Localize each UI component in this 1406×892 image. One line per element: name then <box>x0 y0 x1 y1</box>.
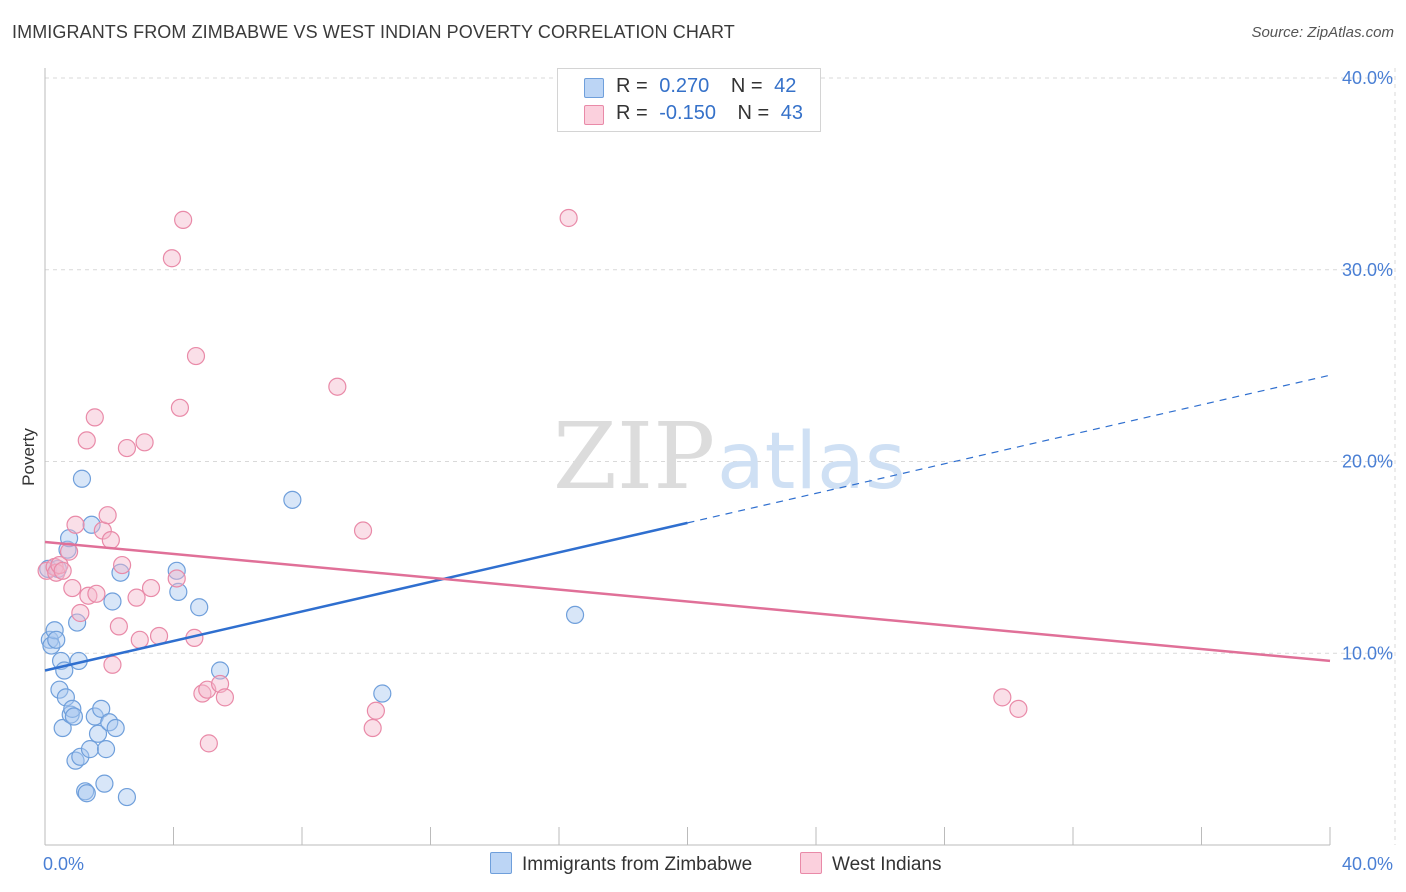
data-point-zimbabwe <box>95 774 114 793</box>
data-point-zimbabwe <box>64 707 84 726</box>
legend-swatch-pink <box>800 852 822 874</box>
axes <box>44 68 1331 846</box>
data-point-west-indians <box>135 433 154 452</box>
data-point-zimbabwe <box>71 747 90 766</box>
trendlines <box>44 374 1331 672</box>
data-points <box>37 208 1028 807</box>
data-point-west-indians <box>215 688 234 707</box>
data-point-zimbabwe <box>373 684 392 703</box>
data-point-west-indians <box>50 555 69 575</box>
data-point-west-indians <box>363 718 382 738</box>
data-point-zimbabwe <box>167 561 186 580</box>
legend-label-zimbabwe: Immigrants from Zimbabwe <box>522 854 753 875</box>
data-point-zimbabwe <box>92 699 111 718</box>
data-point-zimbabwe <box>283 490 302 509</box>
tick-labels: 10.0% 20.0% 30.0% 40.0% 0.0% 40.0% <box>43 68 1393 874</box>
data-point-zimbabwe <box>82 515 101 534</box>
data-point-west-indians <box>66 515 85 534</box>
data-point-west-indians <box>63 578 82 598</box>
y-tick-label: 30.0% <box>1342 260 1393 280</box>
x-tick-label: 40.0% <box>1342 854 1393 874</box>
data-point-west-indians <box>103 655 122 674</box>
y-tick-label: 10.0% <box>1342 643 1393 663</box>
legend-swatch-pink <box>584 105 604 125</box>
legend-r-label: R = <box>616 102 648 124</box>
stats-legend: R = 0.270 N = 42 R = -0.150 N = 43 <box>557 68 821 132</box>
legend-label-west-indians: West Indians <box>832 854 942 875</box>
data-point-zimbabwe <box>80 740 100 759</box>
legend-text-zimbabwe: R = 0.270 N = 42 <box>616 75 796 98</box>
data-point-west-indians <box>162 249 181 268</box>
source-label: Source: ZipAtlas.com <box>1251 24 1394 41</box>
data-point-zimbabwe <box>56 688 75 707</box>
legend-item-zimbabwe: Immigrants from Zimbabwe <box>490 852 752 876</box>
data-point-zimbabwe <box>210 661 230 680</box>
data-point-west-indians <box>98 506 117 525</box>
data-point-west-indians <box>112 555 132 575</box>
data-point-west-indians <box>210 674 230 694</box>
data-point-west-indians <box>101 531 120 550</box>
trendline-zimbabwe <box>44 521 688 672</box>
data-point-west-indians <box>77 431 96 450</box>
data-point-west-indians <box>993 688 1012 707</box>
legend-n-label: N = <box>730 75 763 97</box>
data-point-west-indians <box>127 588 146 607</box>
data-point-west-indians <box>1009 699 1028 718</box>
trendline-zimbabwe-projection <box>687 374 1331 524</box>
data-point-zimbabwe <box>111 563 130 582</box>
data-point-west-indians <box>174 210 193 229</box>
data-point-west-indians <box>559 208 578 228</box>
data-point-west-indians <box>167 569 186 588</box>
y-tick-label: 40.0% <box>1342 68 1393 88</box>
watermark-atlas: atlas <box>717 417 906 507</box>
data-point-zimbabwe <box>106 718 125 738</box>
data-point-zimbabwe <box>169 582 188 601</box>
data-point-west-indians <box>117 438 137 458</box>
data-point-west-indians <box>366 701 385 720</box>
legend-text-west-indians: R = -0.150 N = 43 <box>616 102 803 125</box>
legend-r-value: 0.270 <box>659 75 710 97</box>
data-point-zimbabwe <box>96 740 116 759</box>
data-point-west-indians <box>186 346 206 366</box>
chart-title: IMMIGRANTS FROM ZIMBABWE VS WEST INDIAN … <box>12 22 735 42</box>
data-point-zimbabwe <box>72 469 92 488</box>
data-point-zimbabwe <box>42 636 61 655</box>
data-point-zimbabwe <box>88 724 108 743</box>
data-point-west-indians <box>109 617 128 636</box>
legend-swatch-blue <box>490 852 512 874</box>
legend-n-value: 42 <box>774 75 797 97</box>
data-point-west-indians <box>71 603 90 623</box>
data-point-zimbabwe <box>63 699 82 718</box>
x-tick-label: 0.0% <box>43 854 84 874</box>
data-point-zimbabwe <box>47 630 66 649</box>
legend-item-west-indians: West Indians <box>800 852 941 876</box>
data-point-west-indians <box>53 561 72 580</box>
watermark-zip: ZIP <box>553 403 715 510</box>
data-point-zimbabwe <box>190 598 209 617</box>
legend-n-value: 43 <box>780 102 804 124</box>
data-point-west-indians <box>199 734 218 753</box>
data-point-zimbabwe <box>565 605 585 625</box>
legend-r-value: -0.150 <box>659 102 716 124</box>
data-point-zimbabwe <box>68 613 87 632</box>
y-axis-label: Poverty <box>19 428 38 486</box>
data-point-zimbabwe <box>103 592 122 611</box>
data-point-west-indians <box>87 584 106 603</box>
y-tick-label: 20.0% <box>1342 452 1393 472</box>
data-point-zimbabwe <box>77 784 96 803</box>
data-point-west-indians <box>328 377 347 396</box>
data-point-west-indians <box>85 408 104 427</box>
watermark: ZIP atlas <box>553 403 906 510</box>
trendline-west-indians <box>44 540 1331 663</box>
legend-n-label: N = <box>737 102 770 124</box>
data-point-west-indians <box>141 578 161 598</box>
data-point-west-indians <box>170 398 190 417</box>
legend-r-label: R = <box>616 75 648 97</box>
data-point-west-indians <box>353 521 373 540</box>
data-point-zimbabwe <box>117 787 137 807</box>
legend-swatch-blue <box>584 78 604 98</box>
data-point-west-indians <box>130 630 149 649</box>
data-point-zimbabwe <box>53 718 72 738</box>
